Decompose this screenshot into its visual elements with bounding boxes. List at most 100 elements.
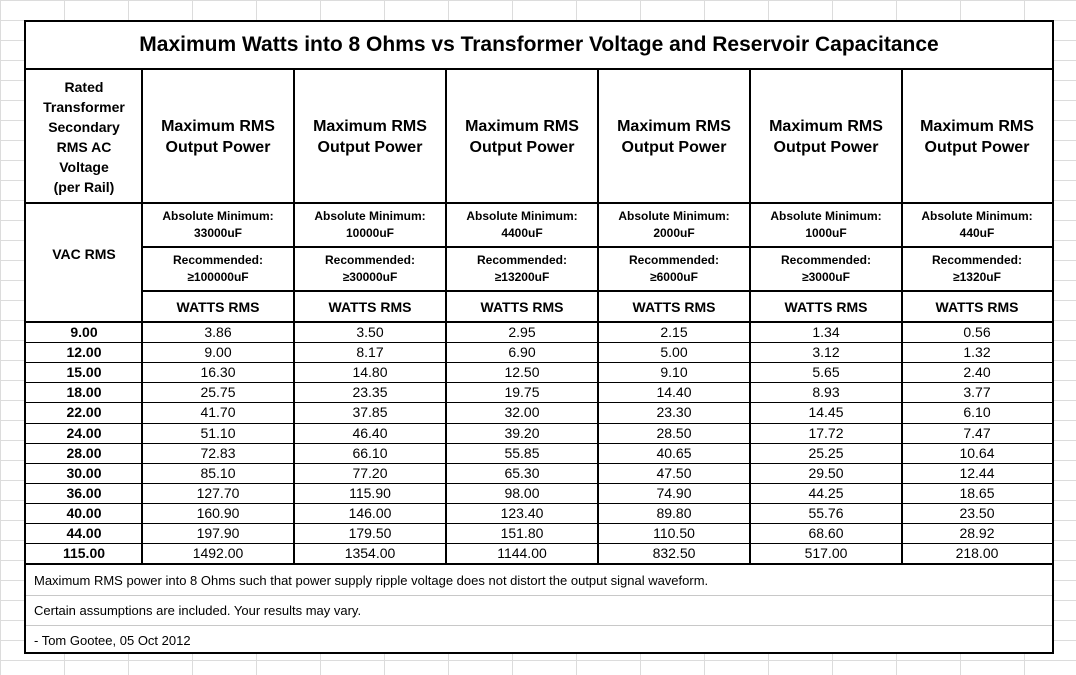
header-divider — [26, 202, 1052, 204]
watts-value-cell: 47.50 — [598, 463, 750, 483]
max-rms-power-label: Maximum RMS Output Power — [313, 116, 427, 158]
watts-value: 10.64 — [959, 444, 995, 461]
voltage-row-label: 36.00 — [26, 483, 142, 503]
watts-value-cell: 18.65 — [902, 483, 1052, 503]
watts-value: 28.50 — [656, 424, 692, 441]
absolute-minimum-cell: Absolute Minimum: 33000uF — [142, 203, 294, 247]
watts-value-cell: 10.64 — [902, 443, 1052, 463]
watts-value-cell: 160.90 — [142, 503, 294, 523]
voltage-row-label: 28.00 — [26, 443, 142, 463]
voltage-value: 15.00 — [66, 364, 102, 381]
footnote-text: Certain assumptions are included. Your r… — [34, 602, 362, 618]
watts-value-cell: 123.40 — [446, 503, 598, 523]
watts-value: 23.35 — [352, 384, 388, 401]
watts-value: 7.47 — [963, 424, 991, 441]
watts-value-cell: 14.80 — [294, 362, 446, 382]
power-label-line: Output Power — [317, 138, 423, 156]
voltage-row-label: 30.00 — [26, 463, 142, 483]
column-divider — [445, 70, 447, 565]
recommended-value: ≥1320uF — [953, 270, 1001, 284]
absolute-minimum-value: 33000uF — [193, 226, 242, 240]
voltage-value: 22.00 — [66, 404, 102, 421]
footnote: Maximum RMS power into 8 Ohms such that … — [34, 565, 708, 595]
max-rms-power-label: Maximum RMS Output Power — [617, 116, 731, 158]
max-rms-power-label: Maximum RMS Output Power — [465, 116, 579, 158]
absolute-minimum-cell: Absolute Minimum: 440uF — [902, 203, 1052, 247]
watts-value: 3.77 — [963, 384, 991, 401]
power-label-line: Maximum RMS — [313, 117, 427, 135]
recommended-label: Recommended: — [324, 253, 416, 267]
vac-rms-text: VAC RMS — [52, 245, 116, 262]
recommended-cell: Recommended: ≥6000uF — [598, 247, 750, 291]
max-rms-power-header: Maximum RMS Output Power — [598, 70, 750, 203]
watts-value-cell: 2.40 — [902, 362, 1052, 382]
watts-rms-header: WATTS RMS — [446, 291, 598, 322]
power-label-line: Output Power — [469, 138, 575, 156]
max-rms-power-header: Maximum RMS Output Power — [294, 70, 446, 203]
watts-value: 14.40 — [656, 384, 692, 401]
max-rms-power-label: Maximum RMS Output Power — [920, 116, 1034, 158]
row-divider — [26, 382, 1052, 384]
max-rms-power-header: Maximum RMS Output Power — [902, 70, 1052, 203]
watts-value-cell: 151.80 — [446, 523, 598, 543]
power-label-line: Maximum RMS — [769, 117, 883, 135]
voltage-row-label: 44.00 — [26, 523, 142, 543]
watts-value-cell: 179.50 — [294, 523, 446, 543]
rated-label-line: (per Rail) — [53, 178, 115, 195]
watts-value: 3.86 — [204, 324, 232, 341]
watts-value-cell: 146.00 — [294, 503, 446, 523]
recommended-text: Recommended: ≥30000uF — [325, 252, 415, 286]
watts-value: 8.93 — [812, 384, 840, 401]
voltage-row-label: 9.00 — [26, 322, 142, 342]
watts-value: 6.10 — [963, 404, 991, 421]
watts-value: 179.50 — [348, 525, 392, 542]
watts-value-cell: 2.15 — [598, 322, 750, 342]
watts-value: 115.90 — [349, 484, 391, 501]
recommended-label: Recommended: — [931, 253, 1023, 267]
watts-value-cell: 65.30 — [446, 463, 598, 483]
watts-value-cell: 85.10 — [142, 463, 294, 483]
absolute-minimum-value: 10000uF — [345, 226, 394, 240]
absolute-minimum-cell: Absolute Minimum: 1000uF — [750, 203, 902, 247]
absolute-minimum-label: Absolute Minimum: — [618, 209, 730, 223]
watts-value-cell: 14.45 — [750, 402, 902, 422]
watts-value: 40.65 — [656, 444, 692, 461]
power-label-line: Output Power — [165, 138, 271, 156]
recommended-label: Recommended: — [780, 253, 872, 267]
watts-value-cell: 197.90 — [142, 523, 294, 543]
watts-value-cell: 39.20 — [446, 423, 598, 443]
watts-value-cell: 25.75 — [142, 382, 294, 402]
watts-rms-label: WATTS RMS — [784, 298, 868, 315]
watts-value-cell: 218.00 — [902, 543, 1052, 563]
max-rms-power-label: Maximum RMS Output Power — [769, 116, 883, 158]
absolute-minimum-label: Absolute Minimum: — [921, 209, 1033, 223]
absolute-minimum-text: Absolute Minimum: 440uF — [921, 208, 1032, 242]
watts-value: 151.80 — [500, 525, 544, 542]
watts-value-cell: 5.65 — [750, 362, 902, 382]
rated-label-line: Rated — [64, 78, 104, 95]
voltage-row-label: 15.00 — [26, 362, 142, 382]
watts-value: 2.40 — [963, 364, 991, 381]
recommended-value: ≥30000uF — [342, 270, 398, 284]
recommended-cell: Recommended: ≥1320uF — [902, 247, 1052, 291]
power-label-line: Maximum RMS — [617, 117, 731, 135]
watts-value: 23.50 — [959, 504, 995, 521]
rated-label-line: Voltage — [59, 158, 109, 175]
watts-value: 28.92 — [959, 525, 995, 542]
absolute-minimum-value: 2000uF — [653, 226, 695, 240]
watts-value-cell: 1492.00 — [142, 543, 294, 563]
watts-value: 197.90 — [196, 525, 240, 542]
note-divider — [26, 625, 1052, 627]
watts-value-cell: 517.00 — [750, 543, 902, 563]
watts-rms-label: WATTS RMS — [480, 298, 564, 315]
watts-value: 98.00 — [504, 484, 540, 501]
max-rms-power-header: Maximum RMS Output Power — [750, 70, 902, 203]
table-title: Maximum Watts into 8 Ohms vs Transformer… — [26, 22, 1052, 70]
watts-rms-header: WATTS RMS — [142, 291, 294, 322]
watts-value-cell: 8.17 — [294, 342, 446, 362]
watts-value-cell: 9.00 — [142, 342, 294, 362]
watts-value: 14.45 — [808, 404, 844, 421]
power-label-line: Maximum RMS — [465, 117, 579, 135]
recommended-value: ≥6000uF — [650, 270, 698, 284]
column-divider — [901, 70, 903, 565]
